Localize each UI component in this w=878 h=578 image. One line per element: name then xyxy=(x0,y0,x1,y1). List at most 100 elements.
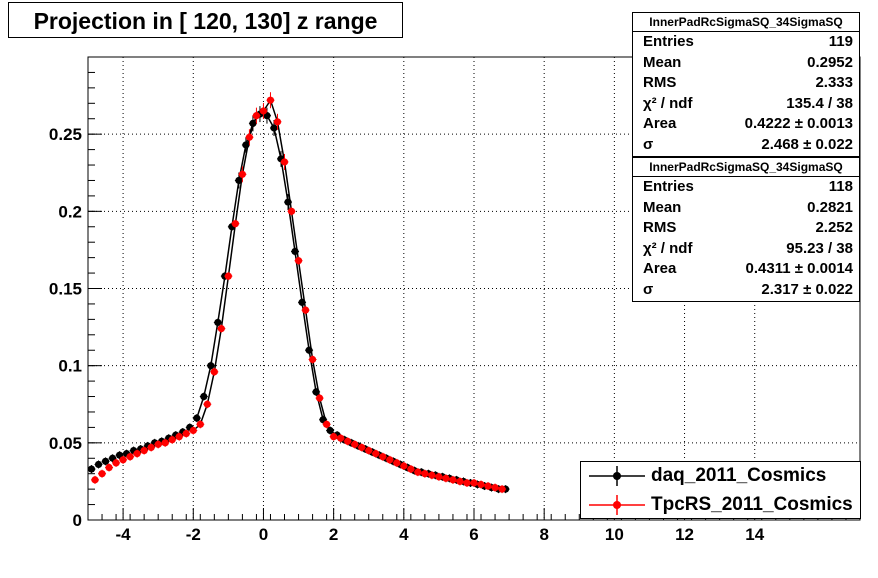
data-point xyxy=(470,479,478,487)
data-point xyxy=(217,325,225,333)
data-point xyxy=(161,439,169,447)
stat-value: 0.2821 xyxy=(807,198,853,216)
stats-row: Area 0.4311 ± 0.0014 xyxy=(633,259,859,280)
data-point xyxy=(308,355,317,364)
data-point xyxy=(491,483,499,492)
data-point xyxy=(101,457,110,465)
stat-label: χ² / ndf xyxy=(643,94,693,112)
x-tick-label: 14 xyxy=(745,525,764,544)
stat-value: 0.4222 ± 0.0013 xyxy=(744,115,853,133)
stats-box-name: InnerPadRcSigmaSQ_34SigmaSQ xyxy=(633,13,859,32)
stat-value: 2.468 ± 0.022 xyxy=(761,135,853,153)
data-point xyxy=(301,306,310,314)
data-point xyxy=(358,443,366,452)
stat-label: σ xyxy=(643,280,654,298)
stats-row: Mean 0.2821 xyxy=(633,198,859,219)
marker-red-icon xyxy=(589,495,645,515)
stat-value: 95.23 / 38 xyxy=(786,239,853,257)
data-point xyxy=(119,456,127,464)
data-point xyxy=(175,433,183,441)
data-point xyxy=(126,453,134,461)
grid-lines xyxy=(88,57,860,521)
y-tick-label: 0.05 xyxy=(49,434,82,453)
stat-label: Area xyxy=(643,260,677,278)
data-point xyxy=(147,443,155,452)
stat-value: 2.252 xyxy=(815,219,853,237)
stats-box-1: InnerPadRcSigmaSQ_34SigmaSQ Entries 119 M… xyxy=(632,12,860,157)
data-point xyxy=(200,392,208,401)
data-point xyxy=(498,485,506,493)
data-point xyxy=(287,207,296,215)
data-point xyxy=(414,468,422,476)
data-point xyxy=(386,456,394,464)
plot-title: Projection in [ 120, 130] z range xyxy=(8,2,403,38)
stat-label: Area xyxy=(643,115,677,133)
data-point xyxy=(193,414,201,422)
data-point xyxy=(224,272,232,280)
y-tick-label: 0.25 xyxy=(49,125,82,144)
stat-label: σ xyxy=(643,135,654,153)
stats-row: RMS 2.333 xyxy=(633,73,859,94)
data-point xyxy=(326,426,334,435)
x-tick-label: 0 xyxy=(259,525,268,544)
y-tick-label: 0 xyxy=(73,511,82,530)
data-point xyxy=(235,176,243,185)
data-point xyxy=(210,368,218,376)
data-point xyxy=(259,107,268,115)
data-point xyxy=(344,437,352,445)
data-point xyxy=(477,480,485,489)
stat-value: 118 xyxy=(828,178,853,195)
data-point xyxy=(456,477,464,486)
stat-label: Entries xyxy=(643,33,694,50)
x-tick-label: -4 xyxy=(116,525,132,544)
data-point xyxy=(323,420,331,428)
data-point xyxy=(87,465,96,473)
data-point xyxy=(337,434,345,442)
stat-label: RMS xyxy=(643,219,677,237)
y-tick-label: 0.15 xyxy=(49,280,82,299)
data-point xyxy=(168,436,176,444)
data-point xyxy=(252,112,261,120)
data-point xyxy=(351,440,359,448)
legend-entry-daq: daq_2011_Cosmics xyxy=(581,462,860,490)
data-point xyxy=(249,119,257,127)
data-point xyxy=(214,318,222,327)
data-point xyxy=(140,446,148,455)
stats-row: σ 2.317 ± 0.022 xyxy=(633,280,859,301)
stat-value: 0.2952 xyxy=(807,53,853,71)
legend-label: TpcRS_2011_Cosmics xyxy=(651,494,853,515)
data-point xyxy=(294,257,303,265)
data-point xyxy=(442,474,450,482)
legend-label: daq_2011_Cosmics xyxy=(651,465,827,486)
x-tick-label: 2 xyxy=(329,525,338,544)
data-point xyxy=(238,170,246,178)
data-point xyxy=(291,247,299,256)
data-point xyxy=(284,198,292,206)
stats-row: Entries 118 xyxy=(633,177,859,198)
data-point xyxy=(312,388,320,396)
stats-row: Mean 0.2952 xyxy=(633,53,859,74)
data-points xyxy=(87,92,510,494)
stat-value: 0.4311 ± 0.0014 xyxy=(745,260,854,278)
stat-label: RMS xyxy=(643,74,677,92)
x-axis: -4 -2 0 2 4 6 8 10 12 14 xyxy=(87,508,847,544)
data-point xyxy=(94,460,103,469)
data-point xyxy=(379,453,387,461)
data-point xyxy=(407,465,415,473)
x-tick-label: 4 xyxy=(399,525,409,544)
data-point xyxy=(105,463,113,472)
stats-row: Entries 119 xyxy=(633,32,859,53)
stat-value: 2.333 xyxy=(815,74,853,92)
stat-value: 135.4 / 38 xyxy=(786,94,853,112)
stats-row: χ² / ndf 95.23 / 38 xyxy=(633,239,859,260)
data-point xyxy=(154,440,162,448)
data-point xyxy=(231,220,239,228)
data-point xyxy=(463,479,471,487)
data-point xyxy=(372,450,380,458)
data-point xyxy=(189,426,197,435)
data-point xyxy=(484,482,492,490)
data-point xyxy=(245,133,254,141)
stat-label: Mean xyxy=(643,53,682,71)
data-point xyxy=(449,476,457,484)
data-point xyxy=(316,394,324,402)
